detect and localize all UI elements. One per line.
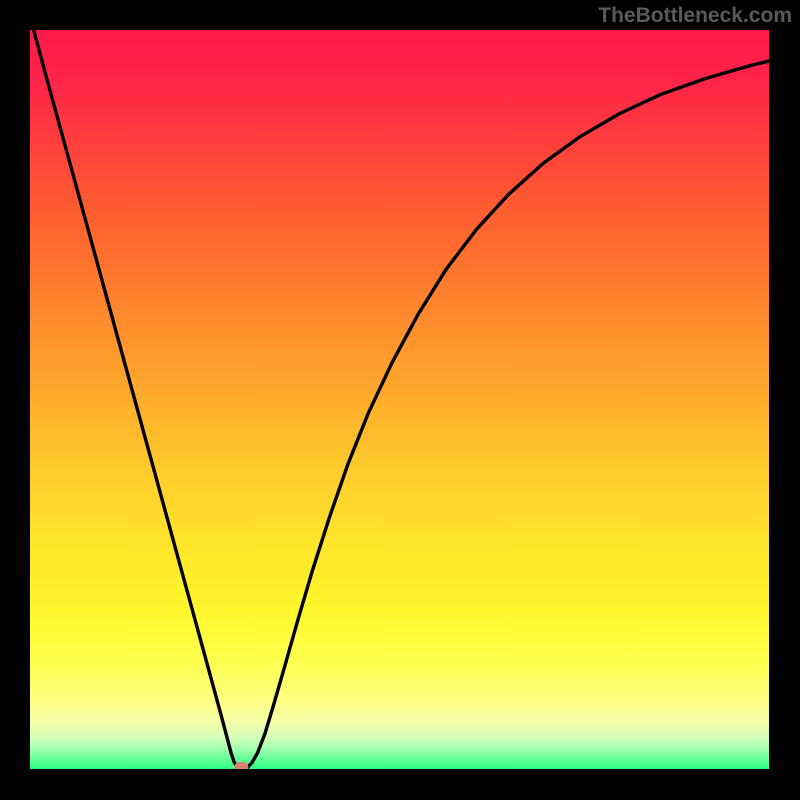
- chart-container: TheBottleneck.com: [0, 0, 800, 800]
- gradient-background: [30, 30, 769, 769]
- chart-svg: [30, 30, 769, 769]
- plot-area: [30, 30, 769, 769]
- watermark-text: TheBottleneck.com: [598, 4, 792, 28]
